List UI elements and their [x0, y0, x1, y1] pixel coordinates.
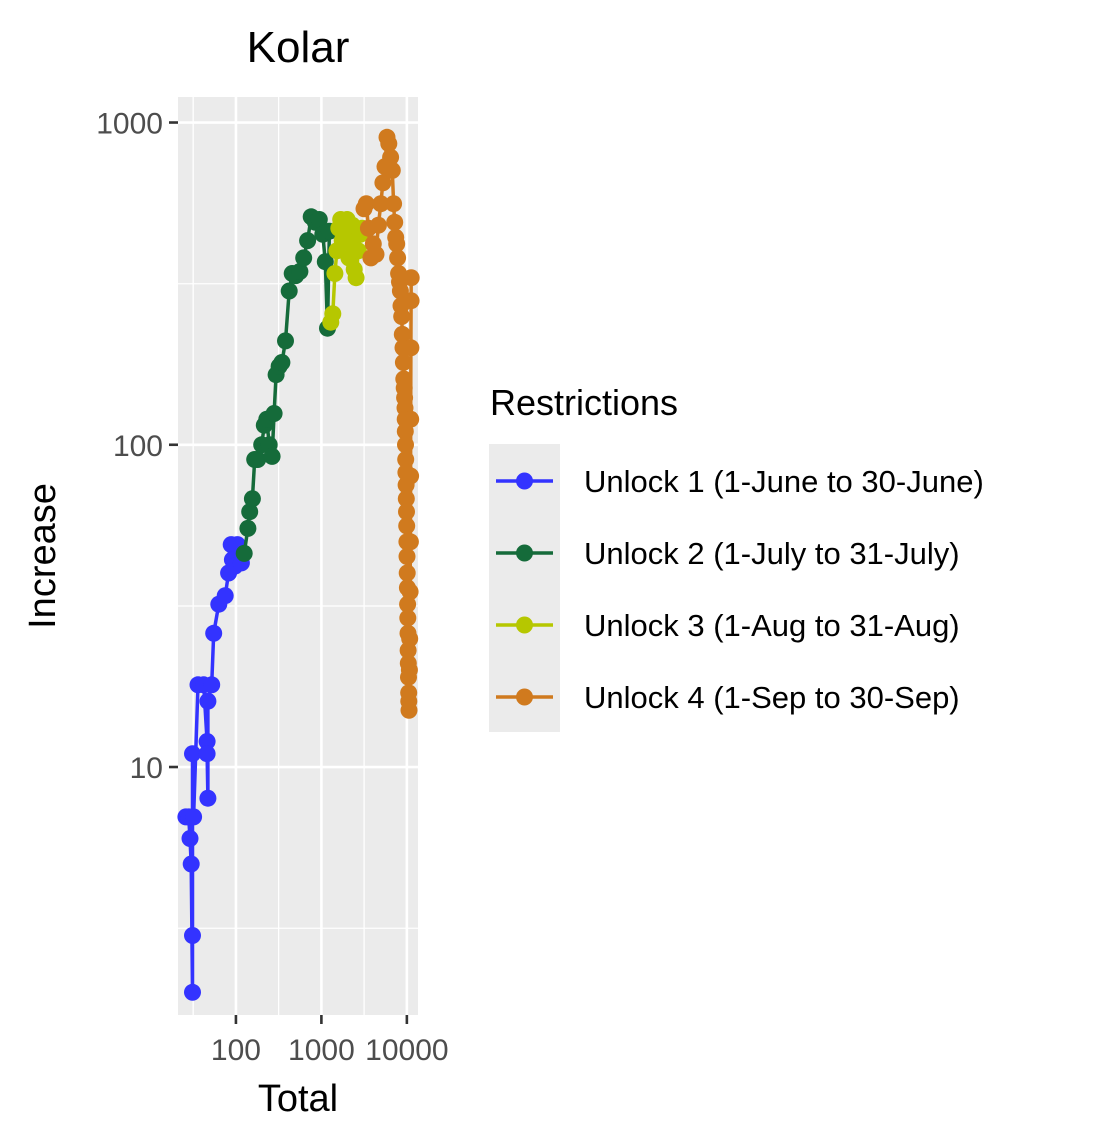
series-2 [235, 208, 338, 562]
data-point [393, 325, 411, 343]
data-point [235, 544, 253, 562]
legend-items: Unlock 1 (1-June to 30-June) Unlock 2 (1-… [496, 464, 984, 715]
data-point [199, 692, 217, 710]
legend-item-4: Unlock 4 (1-Sep to 30-Sep) [496, 680, 960, 715]
legend-item-2: Unlock 2 (1-July to 31-July) [496, 536, 960, 571]
data-point [316, 253, 334, 271]
data-point [401, 630, 419, 648]
data-point [277, 332, 294, 350]
data-point [310, 211, 328, 228]
data-point [400, 661, 418, 679]
y-tick-label: 100 [113, 430, 163, 463]
data-point [402, 292, 420, 310]
data-point [198, 745, 216, 763]
data-point [205, 624, 223, 642]
legend-title: Restrictions [490, 382, 678, 423]
legend: Restrictions Unlock 1 (1-June to 30-June… [489, 382, 984, 732]
y-tick-label: 10 [130, 752, 163, 785]
data-point [402, 410, 420, 428]
data-point [397, 451, 415, 468]
data-point [291, 263, 309, 280]
legend-item-label: Unlock 3 (1-Aug to 31-Aug) [584, 608, 960, 643]
data-point [349, 242, 367, 260]
legend-key-point [516, 616, 533, 634]
data-point [397, 490, 415, 508]
data-point [185, 808, 203, 826]
data-point [182, 855, 200, 873]
data-point [400, 701, 418, 719]
legend-item-label: Unlock 1 (1-June to 30-June) [584, 464, 984, 499]
data-point [198, 733, 216, 750]
data-point [184, 745, 201, 763]
data-point [203, 676, 221, 694]
data-point [382, 148, 400, 166]
data-point [243, 490, 261, 508]
data-point [385, 195, 403, 213]
data-point [324, 305, 342, 323]
data-point [347, 269, 365, 287]
data-point [389, 249, 407, 267]
data-point [399, 609, 417, 627]
plot-panel [178, 97, 418, 1015]
legend-key-point [516, 688, 533, 706]
data-point [273, 354, 291, 371]
data-point [402, 339, 420, 357]
legend-item-label: Unlock 4 (1-Sep to 30-Sep) [584, 680, 960, 715]
data-point [357, 195, 375, 213]
data-point [401, 583, 419, 601]
data-point [386, 213, 404, 231]
data-point [239, 519, 257, 537]
data-point [249, 451, 267, 468]
data-point [265, 405, 283, 422]
data-point [216, 587, 234, 605]
data-point [295, 249, 313, 267]
y-axis-label: Increase [22, 483, 64, 629]
x-tick-label: 1000 [288, 1034, 355, 1067]
data-point [402, 467, 420, 485]
x-tick-label: 10000 [365, 1034, 448, 1067]
data-point [398, 517, 416, 535]
data-point [398, 503, 415, 521]
data-point [280, 282, 298, 300]
data-point [326, 265, 344, 282]
data-point [369, 216, 387, 234]
data-point [388, 235, 406, 253]
data-point [374, 174, 392, 192]
data-point [367, 245, 385, 263]
axes: 100 1000 10000 10 100 1000 [96, 108, 448, 1067]
legend-item-3: Unlock 3 (1-Aug to 31-Aug) [496, 608, 960, 643]
data-point [181, 830, 199, 847]
legend-key-background [489, 444, 560, 732]
data-point [402, 269, 420, 287]
data-point [380, 135, 398, 153]
data-point [184, 927, 201, 944]
data-point [184, 983, 201, 1001]
series-1 [177, 536, 250, 1001]
data-point [401, 533, 419, 551]
x-axis-label: Total [258, 1078, 338, 1120]
data-point [372, 195, 390, 213]
chart-title: Kolar [247, 23, 350, 72]
data-point [394, 354, 412, 371]
data-point [398, 548, 416, 565]
data-point [383, 161, 401, 179]
x-tick-label: 100 [211, 1034, 261, 1067]
legend-item-1: Unlock 1 (1-June to 30-June) [496, 464, 984, 499]
legend-item-label: Unlock 2 (1-July to 31-July) [584, 536, 960, 571]
data-point [393, 308, 411, 325]
data-point [299, 232, 317, 250]
legend-key-point [516, 472, 533, 490]
data-point [263, 447, 281, 465]
y-tick-label: 1000 [96, 108, 163, 141]
data-point [199, 789, 217, 807]
data-point [241, 503, 259, 521]
legend-key-point [516, 544, 533, 562]
series-layer [177, 128, 420, 1001]
data-point [397, 436, 414, 454]
data-point [398, 564, 416, 582]
series-4 [355, 128, 420, 719]
